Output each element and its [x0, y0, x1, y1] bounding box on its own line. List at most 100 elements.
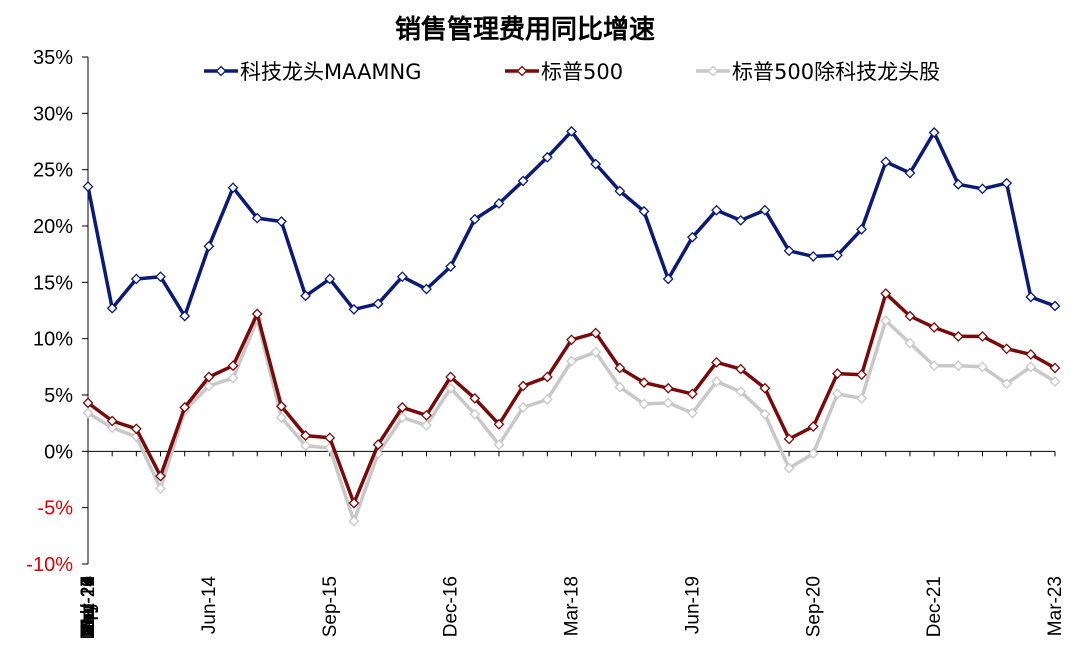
data-point: [1001, 343, 1013, 355]
data-point: [155, 470, 166, 482]
legend-label: 科技龙头MAAMNG: [240, 60, 422, 84]
data-point: [469, 213, 481, 225]
x-tick-label: Feb-16: [78, 576, 99, 636]
data-point: [783, 462, 795, 474]
data-point: [952, 330, 964, 342]
data-point: [880, 288, 892, 300]
data-point: [203, 240, 215, 252]
data-point: [928, 360, 940, 372]
data-point: [662, 273, 674, 285]
x-tick-label: Nov-14: [78, 576, 99, 638]
data-point: [155, 271, 166, 283]
legend-item-3: 标普500除科技龙头股: [696, 60, 940, 84]
data-point: [348, 515, 360, 527]
x-tick-label: Oct-17: [78, 576, 99, 633]
data-point: [421, 409, 432, 421]
data-point: [469, 408, 481, 420]
data-point: [155, 483, 166, 494]
data-point: [1001, 378, 1013, 390]
data-point: [1001, 177, 1013, 189]
x-tick-label: May-17: [78, 576, 99, 639]
y-tick-label: 35%: [33, 47, 73, 69]
x-tick-label: Apr-15: [78, 576, 99, 633]
x-tick-label: Dec-16: [441, 576, 462, 637]
data-point: [275, 216, 287, 227]
x-tick-label: Jan-14: [78, 576, 99, 635]
data-point: [977, 361, 988, 373]
data-point: [638, 398, 650, 410]
data-point: [1025, 349, 1037, 360]
legend-marker: [707, 65, 719, 77]
x-tick-label: Jul-21: [78, 576, 99, 628]
data-point: [300, 290, 311, 302]
data-point: [82, 181, 94, 192]
data-point: [590, 327, 602, 339]
x-tick-label: Jun-19: [682, 576, 703, 634]
data-point: [227, 360, 239, 372]
data-point: [783, 433, 795, 445]
data-point: [82, 407, 94, 419]
data-point: [590, 346, 602, 358]
data-point: [880, 156, 892, 168]
data-point: [541, 151, 553, 163]
data-point: [711, 204, 722, 216]
data-point: [638, 205, 650, 217]
y-tick-label: 5%: [44, 385, 73, 407]
data-point: [952, 360, 964, 372]
data-point: [106, 415, 118, 427]
data-point: [711, 376, 722, 387]
data-point: [832, 249, 843, 261]
data-point: [904, 167, 916, 179]
y-tick-label: -10%: [26, 554, 73, 576]
data-point: [1025, 291, 1037, 303]
data-point: [928, 321, 940, 333]
data-point: [300, 430, 311, 441]
data-point: [759, 204, 771, 216]
data-point: [686, 407, 698, 419]
data-point: [203, 371, 215, 383]
data-point: [566, 334, 577, 346]
data-point: [396, 401, 408, 413]
data-point: [614, 381, 626, 393]
data-point: [251, 212, 263, 224]
data-point: [348, 303, 360, 315]
legend-item-2: 标普500: [505, 60, 623, 84]
legend-marker: [215, 65, 227, 77]
data-point: [227, 182, 239, 194]
y-tick-label: 10%: [33, 329, 73, 351]
data-point: [179, 310, 191, 322]
data-point: [396, 412, 408, 423]
series-layer: [82, 125, 1061, 527]
data-point: [662, 382, 674, 394]
chart-title: 销售管理费用同比增速: [395, 14, 655, 45]
data-point: [759, 382, 771, 394]
data-point: [203, 380, 215, 392]
data-point: [179, 401, 191, 413]
y-tick-label: 30%: [33, 103, 73, 125]
data-point: [517, 380, 529, 392]
data-point: [856, 223, 868, 235]
y-tick-label: 20%: [33, 216, 73, 238]
data-point: [638, 377, 650, 389]
x-tick-label: Aug-13: [78, 576, 99, 637]
x-tick-label: Jan-19: [78, 576, 99, 634]
data-point: [832, 388, 843, 400]
data-point: [735, 214, 747, 226]
data-point: [977, 330, 988, 342]
data-point: [227, 372, 239, 384]
x-tick-label: Feb-21: [78, 576, 99, 636]
data-point: [130, 273, 142, 285]
y-axis: 35% 30% 25% 20% 15% 10% 5% 0% -5% -10%: [26, 47, 89, 576]
series-line: [87, 317, 1056, 523]
x-tick-label: Jul-16: [78, 576, 99, 628]
legend-item-1: 科技龙头MAAMNG: [204, 60, 422, 84]
data-point: [130, 423, 142, 435]
data-point: [1049, 376, 1061, 387]
data-point: [493, 418, 505, 430]
series-line: [86, 129, 1056, 318]
data-point: [1025, 361, 1037, 373]
data-point: [856, 369, 868, 381]
x-tick-label: Sep-15: [320, 576, 341, 637]
data-point: [614, 185, 626, 197]
